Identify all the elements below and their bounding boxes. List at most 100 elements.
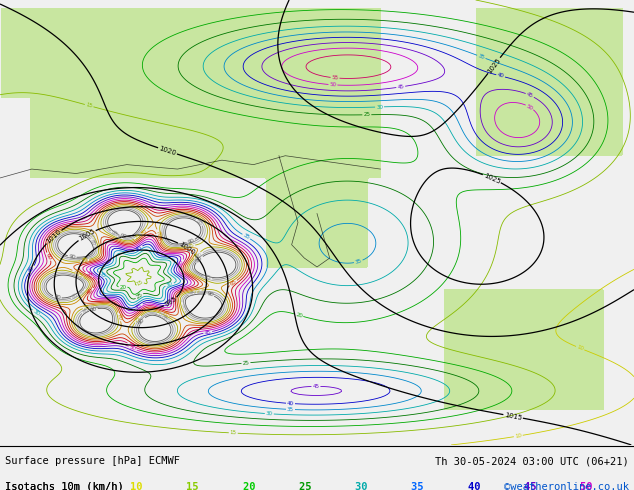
Text: 85: 85: [110, 230, 119, 238]
Text: 50: 50: [178, 259, 185, 268]
Text: 10: 10: [130, 482, 149, 490]
Text: 20: 20: [243, 482, 261, 490]
Text: 85: 85: [204, 274, 212, 281]
Text: 75: 75: [193, 288, 201, 294]
Text: 60: 60: [87, 287, 95, 296]
Text: 85: 85: [195, 218, 204, 226]
Text: 70: 70: [116, 313, 123, 321]
Text: 35: 35: [287, 407, 294, 412]
Text: 1025: 1025: [482, 172, 501, 185]
Text: 50: 50: [128, 344, 137, 352]
Text: 90: 90: [186, 238, 195, 245]
Text: 90: 90: [119, 233, 127, 240]
Text: 90: 90: [206, 292, 214, 298]
Text: 70: 70: [161, 310, 169, 318]
Text: 85: 85: [71, 292, 79, 300]
Text: 75: 75: [75, 271, 84, 279]
Text: 30: 30: [165, 281, 174, 288]
Text: 45: 45: [526, 92, 534, 99]
Text: 55: 55: [127, 342, 136, 349]
Text: Surface pressure [hPa] ECMWF: Surface pressure [hPa] ECMWF: [5, 456, 180, 466]
Text: 1015: 1015: [504, 412, 522, 421]
Text: 30: 30: [376, 104, 383, 110]
Text: 1010: 1010: [45, 228, 62, 245]
Text: 15: 15: [85, 102, 93, 109]
Text: 75: 75: [134, 232, 142, 241]
Text: 80: 80: [87, 304, 95, 311]
Text: 1000: 1000: [178, 241, 196, 256]
Text: Th 30-05-2024 03:00 UTC (06+21): Th 30-05-2024 03:00 UTC (06+21): [435, 456, 629, 466]
Text: 10: 10: [576, 344, 585, 352]
Text: 70: 70: [72, 269, 81, 276]
Text: 75: 75: [81, 257, 89, 263]
Text: 995: 995: [164, 296, 178, 308]
Text: 25: 25: [135, 292, 144, 300]
Text: 90: 90: [138, 317, 146, 325]
Text: 15: 15: [230, 430, 237, 436]
Text: 30: 30: [355, 482, 374, 490]
Text: 1020: 1020: [158, 145, 177, 156]
Text: 75: 75: [134, 315, 142, 323]
Text: 60: 60: [45, 252, 53, 261]
Text: 70: 70: [140, 228, 148, 236]
Text: 40: 40: [496, 73, 505, 79]
Text: 35: 35: [98, 271, 106, 279]
Text: 90: 90: [53, 294, 61, 300]
Text: 65: 65: [229, 279, 238, 287]
Text: 15: 15: [136, 279, 144, 287]
Text: 40: 40: [134, 245, 143, 252]
Text: 70: 70: [155, 229, 162, 238]
Text: 80: 80: [115, 234, 123, 241]
Text: Isotachs 10m (km/h): Isotachs 10m (km/h): [5, 482, 130, 490]
Text: 10: 10: [514, 433, 522, 439]
Text: 55: 55: [332, 75, 339, 81]
Text: 45: 45: [524, 482, 543, 490]
Text: 45: 45: [313, 384, 320, 389]
Text: 35: 35: [411, 482, 430, 490]
Text: 25: 25: [299, 482, 318, 490]
Text: 85: 85: [160, 315, 169, 322]
Text: 90: 90: [89, 306, 98, 313]
Text: ©weatheronline.co.uk: ©weatheronline.co.uk: [504, 482, 629, 490]
Text: 70: 70: [81, 258, 89, 265]
Text: 35: 35: [477, 53, 486, 60]
Text: 45: 45: [397, 84, 404, 90]
Text: 80: 80: [79, 288, 87, 296]
Text: 00: 00: [5, 482, 24, 490]
Text: 20: 20: [295, 312, 303, 318]
Text: 80: 80: [184, 242, 193, 248]
Text: 25: 25: [242, 360, 250, 366]
Text: 55: 55: [85, 270, 93, 278]
Text: 80: 80: [87, 233, 95, 241]
Text: 25: 25: [363, 112, 370, 117]
Text: 40: 40: [287, 401, 294, 406]
Text: 45: 45: [134, 302, 143, 311]
Text: 85: 85: [189, 291, 197, 297]
Text: 50: 50: [580, 482, 599, 490]
Text: 85: 85: [81, 307, 90, 315]
Text: 1025: 1025: [486, 57, 502, 74]
Text: 40: 40: [467, 482, 486, 490]
Text: 40: 40: [27, 265, 36, 273]
Text: 15: 15: [186, 482, 205, 490]
Text: 65: 65: [155, 234, 162, 242]
Text: 90: 90: [195, 255, 204, 264]
Text: 75: 75: [187, 243, 195, 249]
Text: 30: 30: [32, 309, 41, 317]
Text: 90: 90: [68, 254, 76, 260]
Text: 50: 50: [329, 82, 337, 88]
Text: 30: 30: [266, 411, 273, 416]
Text: 80: 80: [195, 251, 204, 260]
Text: 1005: 1005: [77, 228, 96, 242]
Text: 35: 35: [242, 233, 250, 241]
Text: 35: 35: [354, 258, 363, 265]
Text: 80: 80: [157, 311, 165, 318]
Text: 50: 50: [526, 103, 534, 111]
Text: 75: 75: [83, 304, 91, 311]
Text: Isotachs 10m (km/h): Isotachs 10m (km/h): [5, 482, 130, 490]
Text: 80: 80: [179, 302, 186, 311]
Text: 20: 20: [119, 285, 127, 290]
Text: 75: 75: [193, 251, 202, 259]
Text: 45: 45: [204, 329, 212, 336]
Text: 85: 85: [89, 238, 97, 247]
